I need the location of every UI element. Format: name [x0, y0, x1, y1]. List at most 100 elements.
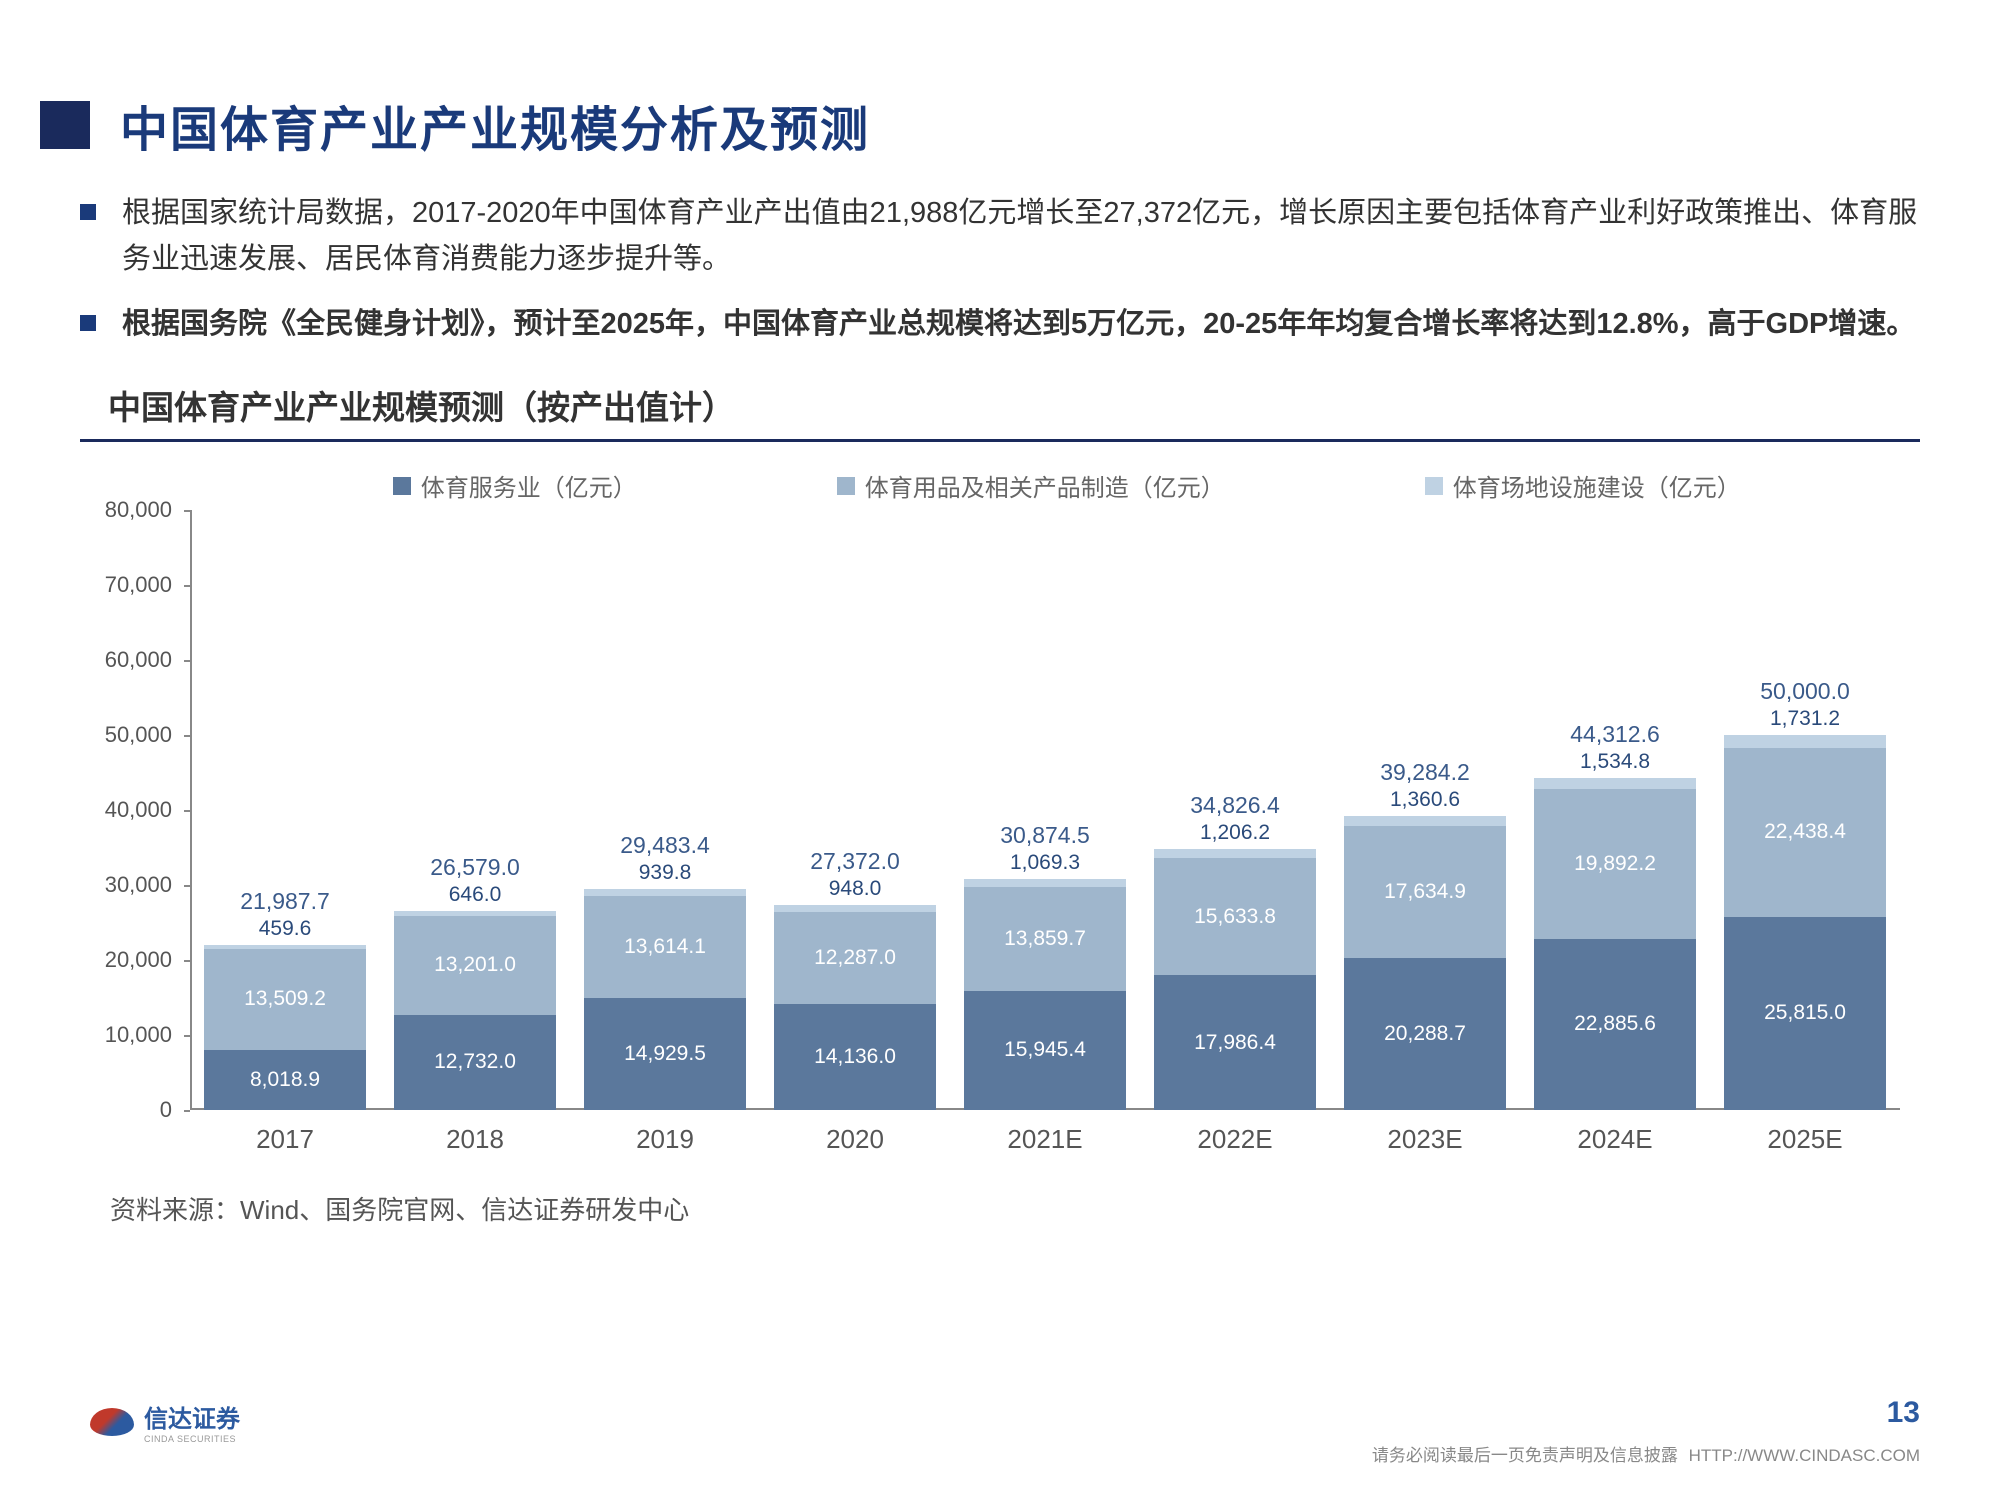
bar-total-label: 44,312.6	[1570, 721, 1660, 748]
y-axis: 010,00020,00030,00040,00050,00060,00070,…	[90, 510, 180, 1110]
bar-segment-label: 14,929.5	[624, 1042, 706, 1066]
bar-group: 30,874.515,945.413,859.71,069.32021E	[964, 879, 1126, 1111]
legend-item: 体育服务业（亿元）	[393, 468, 637, 503]
bar-segment-label: 1,534.8	[1580, 750, 1650, 774]
y-tick-mark	[184, 810, 190, 812]
y-tick-mark	[184, 1035, 190, 1037]
bar-segment-label: 12,287.0	[814, 946, 896, 970]
bar-segment: 939.8	[584, 889, 746, 896]
bar-segment-label: 22,885.6	[1574, 1012, 1656, 1036]
bar-stack: 21,987.78,018.913,509.2459.6	[204, 945, 366, 1110]
bar-segment-label: 20,288.7	[1384, 1022, 1466, 1046]
bar-segment-label: 13,509.2	[244, 987, 326, 1011]
bar-segment-label: 15,945.4	[1004, 1038, 1086, 1062]
bar-segment-label: 13,859.7	[1004, 927, 1086, 951]
x-tick-label: 2019	[636, 1124, 694, 1155]
bar-segment-label: 1,360.6	[1390, 788, 1460, 812]
bar-total-label: 30,874.5	[1000, 822, 1090, 849]
bar-stack: 26,579.012,732.013,201.0646.0	[394, 911, 556, 1110]
bar-segment: 22,885.6	[1534, 939, 1696, 1111]
bar-stack: 39,284.220,288.717,634.91,360.6	[1344, 816, 1506, 1111]
y-tick-mark	[184, 660, 190, 662]
bar-stack: 30,874.515,945.413,859.71,069.3	[964, 879, 1126, 1111]
bullet-list: 根据国家统计局数据，2017-2020年中国体育产业产出值由21,988亿元增长…	[80, 190, 1920, 347]
bar-segment: 1,360.6	[1344, 816, 1506, 826]
legend-item: 体育场地设施建设（亿元）	[1425, 468, 1741, 503]
bar-segment-label: 22,438.4	[1764, 820, 1846, 844]
bar-total-label: 27,372.0	[810, 848, 900, 875]
bar-segment: 12,732.0	[394, 1015, 556, 1110]
bullet-item: 根据国家统计局数据，2017-2020年中国体育产业产出值由21,988亿元增长…	[80, 190, 1920, 283]
bar-segment: 14,929.5	[584, 998, 746, 1110]
bar-segment: 1,069.3	[964, 879, 1126, 887]
y-tick-label: 50,000	[105, 722, 172, 748]
disclaimer: 请务必阅读最后一页免责声明及信息披露 HTTP://WWW.CINDASC.CO…	[1372, 1441, 1920, 1466]
bar-segment: 20,288.7	[1344, 958, 1506, 1110]
bar-group: 29,483.414,929.513,614.1939.82019	[584, 889, 746, 1110]
bar-segment: 14,136.0	[774, 1004, 936, 1110]
logo-icon	[90, 1408, 134, 1436]
legend-item: 体育用品及相关产品制造（亿元）	[837, 468, 1225, 503]
bar-segment-label: 17,634.9	[1384, 880, 1466, 904]
legend-swatch	[1425, 477, 1443, 495]
bar-segment-label: 646.0	[449, 883, 502, 907]
y-tick-label: 30,000	[105, 872, 172, 898]
bullet-item: 根据国务院《全民健身计划》，预计至2025年，中国体育产业总规模将达到5万亿元，…	[80, 301, 1920, 347]
bar-segment: 22,438.4	[1724, 748, 1886, 916]
x-tick-label: 2020	[826, 1124, 884, 1155]
bar-segment: 1,731.2	[1724, 735, 1886, 748]
bar-group: 39,284.220,288.717,634.91,360.62023E	[1344, 816, 1506, 1111]
bar-total-label: 39,284.2	[1380, 759, 1470, 786]
bar-segment: 646.0	[394, 911, 556, 916]
bar-segment: 13,509.2	[204, 949, 366, 1050]
bar-segment: 15,633.8	[1154, 858, 1316, 975]
y-tick-label: 80,000	[105, 497, 172, 523]
y-tick-label: 20,000	[105, 947, 172, 973]
bar-group: 34,826.417,986.415,633.81,206.22022E	[1154, 849, 1316, 1110]
bar-total-label: 21,987.7	[240, 888, 330, 915]
y-tick-label: 70,000	[105, 572, 172, 598]
bar-segment-label: 1,731.2	[1770, 707, 1840, 731]
legend-label: 体育用品及相关产品制造（亿元）	[865, 468, 1225, 503]
bar-stack: 29,483.414,929.513,614.1939.8	[584, 889, 746, 1110]
title-accent-block	[40, 101, 90, 149]
disclaimer-text: 请务必阅读最后一页免责声明及信息披露	[1372, 1446, 1678, 1465]
bar-segment: 19,892.2	[1534, 789, 1696, 938]
bar-segment-label: 17,986.4	[1194, 1031, 1276, 1055]
bar-group: 27,372.014,136.012,287.0948.02020	[774, 905, 936, 1110]
page-title: 中国体育产业产业规模分析及预测	[120, 90, 870, 160]
y-tick-label: 0	[160, 1097, 172, 1123]
bar-segment-label: 948.0	[829, 877, 882, 901]
bar-segment: 17,986.4	[1154, 975, 1316, 1110]
bar-segment-label: 12,732.0	[434, 1050, 516, 1074]
legend-swatch	[837, 477, 855, 495]
y-tick-mark	[184, 510, 190, 512]
bar-segment-label: 939.8	[639, 861, 692, 885]
bar-total-label: 26,579.0	[430, 854, 520, 881]
chart-plot-area: 010,00020,00030,00040,00050,00060,00070,…	[190, 510, 1900, 1110]
bar-group: 50,000.025,815.022,438.41,731.22025E	[1724, 735, 1886, 1110]
y-tick-mark	[184, 585, 190, 587]
y-tick-mark	[184, 735, 190, 737]
chart-source: 资料来源：Wind、国务院官网、信达证券研发中心	[80, 1190, 1920, 1227]
bar-segment-label: 13,614.1	[624, 935, 706, 959]
bar-total-label: 50,000.0	[1760, 678, 1850, 705]
bar-segment-label: 1,069.3	[1010, 851, 1080, 875]
bar-segment: 12,287.0	[774, 912, 936, 1004]
bar-segment: 1,206.2	[1154, 849, 1316, 858]
bar-segment: 25,815.0	[1724, 917, 1886, 1111]
legend-label: 体育服务业（亿元）	[421, 468, 637, 503]
chart-legend: 体育服务业（亿元） 体育用品及相关产品制造（亿元） 体育场地设施建设（亿元）	[393, 468, 1828, 503]
bar-total-label: 29,483.4	[620, 832, 710, 859]
bar-segment-label: 14,136.0	[814, 1045, 896, 1069]
y-tick-label: 40,000	[105, 797, 172, 823]
y-tick-label: 60,000	[105, 647, 172, 673]
y-tick-mark	[184, 885, 190, 887]
y-tick-mark	[184, 960, 190, 962]
bar-segment: 13,859.7	[964, 887, 1126, 991]
bar-group: 26,579.012,732.013,201.0646.02018	[394, 911, 556, 1110]
bar-segment-label: 13,201.0	[434, 953, 516, 977]
bar-segment: 948.0	[774, 905, 936, 912]
bar-segment: 13,614.1	[584, 896, 746, 998]
disclaimer-url[interactable]: HTTP://WWW.CINDASC.COM	[1689, 1446, 1920, 1465]
